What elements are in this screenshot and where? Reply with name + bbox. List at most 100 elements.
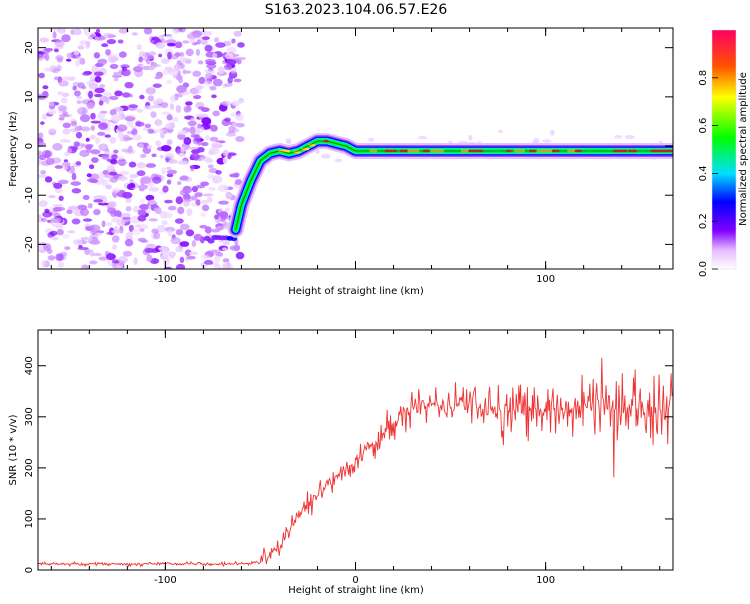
noise-speckle [48,128,57,133]
noise-speckle [88,82,99,90]
noise-speckle [76,95,83,100]
noise-speckle [44,47,54,52]
noise-speckle [107,34,117,38]
noise-speckle [185,229,195,237]
noise-speckle [235,122,245,128]
noise-speckle [40,170,47,175]
noise-speckle [155,128,165,133]
noise-speckle [167,205,177,211]
noise-speckle [210,124,218,132]
noise-speckle [182,40,190,44]
noise-speckle [42,217,48,223]
noise-speckle [57,105,67,112]
noise-speckle [136,108,144,113]
noise-speckle [122,191,133,199]
noise-speckle [74,90,81,97]
noise-speckle [71,188,82,194]
noise-speckle [144,248,155,253]
noise-speckle [192,70,202,77]
spectrogram-x-label: Height of straight line (km) [288,286,424,297]
noise-speckle [98,36,107,41]
faint-speckle [321,153,331,159]
noise-speckle [229,173,239,178]
noise-speckle [53,182,63,189]
snr-content [38,357,673,568]
noise-speckle [111,217,120,223]
noise-speckle [205,72,213,80]
noise-speckle [204,80,213,87]
noise-speckle [110,210,117,217]
noise-speckle [176,75,183,81]
noise-speckle [162,185,169,193]
noise-speckle [206,63,217,69]
noise-speckle [176,85,187,93]
noise-speckle [107,258,113,266]
noise-speckle [195,199,201,206]
noise-speckle [190,134,201,138]
noise-speckle [57,91,64,96]
colorbar-tick-label: 0.8 [698,70,709,86]
noise-speckle [75,131,83,139]
noise-speckle [142,127,150,131]
noise-speckle [166,114,173,121]
noise-speckle [108,200,117,209]
noise-speckle [139,94,145,100]
noise-speckle [190,202,197,207]
noise-speckle [114,90,123,97]
noise-speckle [145,58,151,65]
noise-speckle [44,176,53,183]
noise-speckle [160,101,169,109]
noise-speckle [96,112,106,119]
noise-speckle [76,100,83,104]
figure-title: S163.2023.104.06.57.E26 [265,2,448,18]
noise-speckle [185,60,192,64]
noise-speckle [222,220,227,227]
noise-speckle [169,103,175,111]
noise-speckle [44,208,50,214]
noise-speckle [117,133,125,139]
noise-speckle [38,132,44,139]
noise-speckle [238,97,244,104]
noise-speckle [215,225,226,231]
noise-speckle [233,78,242,83]
noise-speckle [124,81,134,89]
noise-speckle [215,42,226,48]
noise-speckle [152,83,162,88]
noise-speckle [185,48,194,57]
noise-speckle [133,257,138,266]
noise-speckle [53,76,60,81]
snr-y-tick-label: 400 [24,356,35,375]
noise-speckle [146,55,155,60]
noise-speckle [189,165,195,172]
noise-speckle [163,266,173,269]
noise-speckle [52,204,64,208]
noise-speckle [224,207,230,212]
noise-speckle [38,150,42,156]
ridge-core [235,140,673,230]
noise-speckle [66,209,73,215]
noise-speckle [218,200,229,205]
noise-speckle [211,249,221,254]
noise-speckle [143,28,153,35]
noise-speckle [225,132,237,137]
noise-speckle [42,211,53,218]
noise-speckle [71,218,81,225]
noise-speckle [186,255,196,260]
noise-speckle [56,228,64,236]
noise-speckle [61,161,71,167]
spectrogram-y-tick-label: -10 [24,187,35,203]
noise-speckle [113,149,119,154]
noise-speckle [148,187,160,192]
noise-speckle [200,212,206,217]
noise-speckle [62,122,71,129]
faint-speckle [368,137,375,142]
noise-speckle [179,223,190,231]
noise-speckle [97,131,106,136]
noise-speckle [151,153,157,158]
noise-speckle [179,256,185,264]
noise-speckle [73,239,83,246]
noise-speckle [197,146,205,153]
noise-speckle [180,146,185,153]
